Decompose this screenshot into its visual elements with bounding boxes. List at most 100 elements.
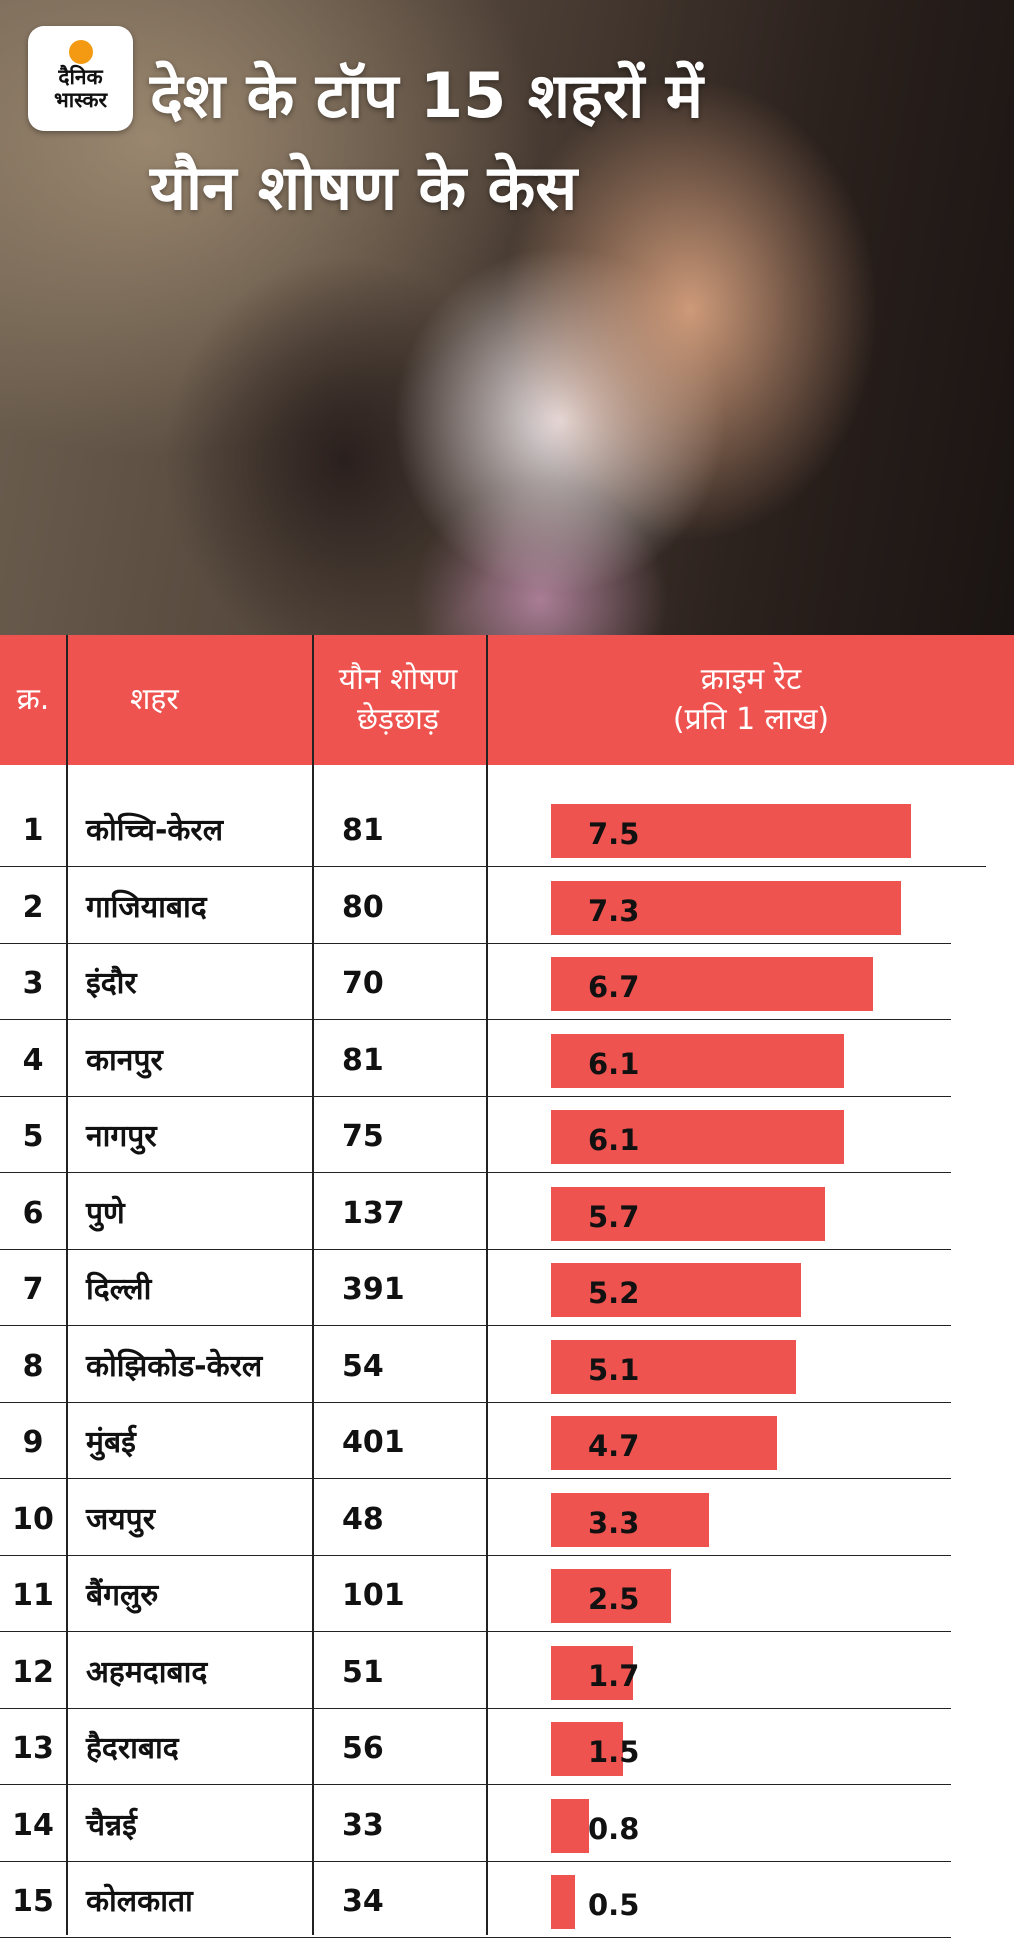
sun-icon (69, 40, 93, 64)
header-rank: क्र. (16, 682, 50, 717)
bar-value-label: 4.7 (588, 1429, 640, 1463)
crime-rate-bar (551, 804, 911, 858)
row-city: कानपुर (86, 1042, 163, 1078)
row-rank: 7 (22, 1272, 44, 1307)
row-city: अहमदाबाद (86, 1654, 208, 1690)
row-rank: 13 (12, 1731, 54, 1766)
bar-value-label: 6.1 (588, 1046, 640, 1081)
brand-name: दैनिक भास्कर (53, 65, 108, 112)
row-separator (0, 1401, 951, 1403)
row-city: हैदराबाद (86, 1731, 179, 1766)
row-separator (0, 1707, 951, 1709)
bar-value-label: 2.5 (588, 1582, 640, 1616)
row-rank: 9 (22, 1425, 44, 1460)
row-cases: 137 (342, 1195, 405, 1231)
row-cases: 33 (342, 1807, 384, 1843)
row-city: कोझिकोड-केरल (86, 1348, 263, 1384)
bar-value-label: 5.2 (588, 1276, 640, 1310)
page-title: देश के टॉप 15 शहरों में यौन शोषण के केस (150, 59, 703, 224)
row-cases: 101 (342, 1578, 405, 1613)
row-rank: 10 (12, 1501, 54, 1537)
column-divider (486, 635, 488, 1935)
crime-rate-bar (551, 880, 901, 935)
table-header (0, 635, 1014, 765)
row-cases: 75 (342, 1119, 384, 1154)
crime-rate-bar (551, 1569, 671, 1623)
bar-value-label: 1.7 (588, 1658, 640, 1693)
bar-value-label: 6.1 (588, 1123, 640, 1157)
row-separator (0, 866, 986, 867)
row-city: नागपुर (86, 1119, 157, 1154)
row-cases: 34 (342, 1884, 384, 1919)
row-cases: 81 (342, 813, 384, 848)
crime-rate-bar (551, 957, 873, 1011)
bar-value-label: 6.7 (588, 970, 640, 1004)
row-separator (0, 1248, 951, 1250)
bar-value-label: 0.8 (588, 1811, 640, 1846)
crime-rate-bar (551, 1875, 575, 1929)
row-city: गाजियाबाद (86, 889, 207, 925)
row-rank: 8 (22, 1348, 44, 1384)
row-separator (0, 1631, 951, 1632)
row-city: कोलकाता (86, 1884, 193, 1919)
row-separator (0, 1784, 951, 1785)
row-rank: 3 (22, 966, 44, 1001)
crime-rate-bar (551, 1416, 777, 1470)
crime-rate-bar (551, 1645, 633, 1700)
row-separator (0, 1325, 951, 1326)
column-divider (312, 635, 314, 1935)
crime-rate-bar (551, 1033, 844, 1088)
bar-value-label: 0.5 (588, 1888, 640, 1922)
bar-value-label: 7.3 (588, 893, 640, 928)
crime-rate-bar (551, 1339, 796, 1394)
bar-value-label: 5.7 (588, 1199, 640, 1234)
row-cases: 48 (342, 1501, 384, 1537)
crime-rate-bar (551, 1492, 709, 1547)
row-cases: 51 (342, 1654, 384, 1690)
row-city: कोच्चि-केरल (86, 813, 224, 848)
header-city: शहर (130, 682, 179, 717)
crime-rate-bar (551, 1186, 825, 1241)
row-cases: 81 (342, 1042, 384, 1078)
row-rank: 2 (22, 889, 44, 925)
header-cases: यौन शोषण छेड़छाड़ (338, 662, 458, 737)
crime-rate-bar (551, 1263, 801, 1317)
row-separator (0, 1478, 951, 1479)
row-cases: 56 (342, 1731, 384, 1766)
row-city: पुणे (86, 1195, 125, 1231)
bar-value-label: 7.5 (588, 817, 640, 851)
row-rank: 4 (22, 1042, 44, 1078)
bar-value-label: 1.5 (588, 1735, 640, 1769)
row-cases: 80 (342, 889, 384, 925)
row-city: चैन्नई (86, 1807, 137, 1843)
row-separator (0, 1095, 951, 1097)
row-cases: 401 (342, 1425, 405, 1460)
row-separator (0, 1860, 951, 1862)
row-cases: 391 (342, 1272, 405, 1307)
bar-value-label: 3.3 (588, 1505, 640, 1540)
header-crime-rate: क्राइम रेट (प्रति 1 लाख) (672, 662, 830, 737)
row-separator (0, 942, 951, 944)
crime-rate-bar (551, 1110, 844, 1164)
row-cases: 54 (342, 1348, 384, 1384)
row-separator (0, 1172, 951, 1173)
hero-photo: दैनिक भास्कर देश के टॉप 15 शहरों में यौन… (0, 0, 1014, 635)
crime-rate-bar (551, 1722, 623, 1776)
brand-logo: दैनिक भास्कर (28, 26, 133, 131)
column-divider (66, 635, 68, 1935)
row-rank: 12 (12, 1654, 54, 1690)
row-cases: 70 (342, 966, 384, 1001)
row-city: दिल्ली (86, 1272, 152, 1307)
row-separator (0, 1019, 951, 1020)
row-city: इंदौर (86, 966, 137, 1001)
bar-value-label: 5.1 (588, 1352, 640, 1387)
row-rank: 14 (12, 1807, 54, 1843)
row-separator (0, 1554, 951, 1556)
row-city: मुंबई (86, 1425, 136, 1460)
row-rank: 6 (22, 1195, 44, 1231)
row-city: बैंगलुरु (86, 1578, 159, 1613)
crime-rate-bar (551, 1798, 589, 1853)
row-rank: 15 (12, 1884, 54, 1919)
row-rank: 5 (22, 1119, 44, 1154)
